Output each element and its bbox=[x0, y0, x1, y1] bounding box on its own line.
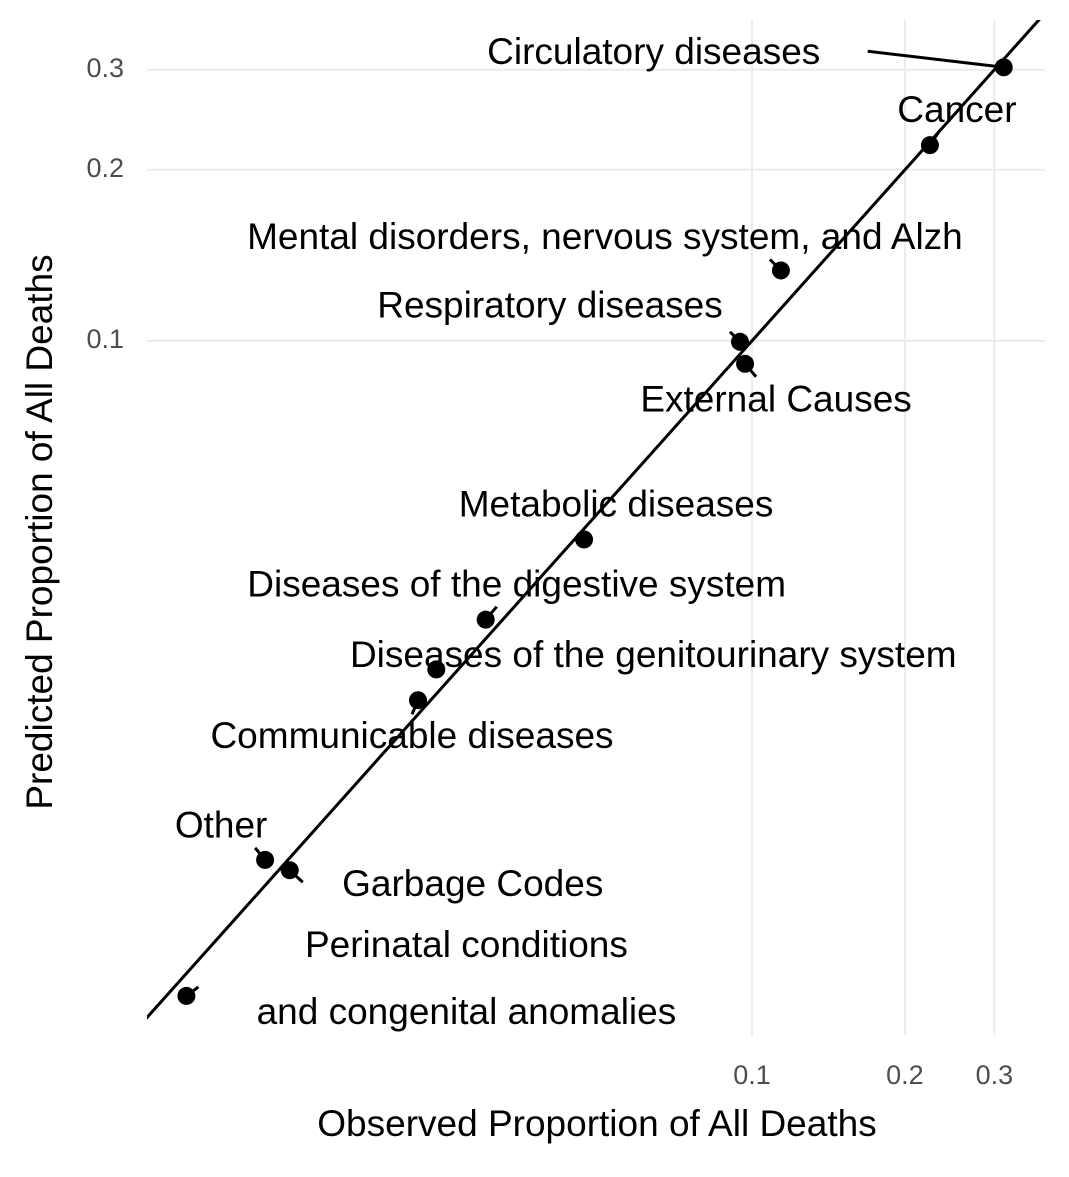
point-label: Diseases of the digestive system bbox=[247, 563, 786, 604]
point-label: Communicable diseases bbox=[210, 715, 613, 756]
point bbox=[771, 261, 790, 280]
x-tick-label: 0.2 bbox=[886, 1060, 924, 1090]
y-tick-label: 0.3 bbox=[86, 53, 124, 83]
point-label: Diseases of the genitourinary system bbox=[350, 634, 957, 675]
point bbox=[280, 861, 299, 880]
x-tick-label: 0.3 bbox=[976, 1060, 1014, 1090]
point-label: Other bbox=[175, 805, 268, 846]
y-tick-label: 0.1 bbox=[86, 324, 124, 354]
point bbox=[994, 58, 1013, 77]
point-label: Garbage Codes bbox=[342, 863, 603, 904]
point bbox=[427, 660, 446, 679]
point bbox=[409, 691, 428, 710]
point bbox=[575, 530, 594, 549]
x-tick-label: 0.1 bbox=[733, 1060, 771, 1090]
point-label: Metabolic diseases bbox=[459, 483, 774, 524]
point-label: External Causes bbox=[640, 379, 911, 420]
y-tick-label: 0.2 bbox=[86, 153, 124, 183]
point-label: Perinatal conditions and congenital anoma… bbox=[257, 924, 677, 1032]
point-label: Cancer bbox=[897, 89, 1016, 130]
point bbox=[920, 136, 939, 155]
point bbox=[736, 354, 755, 373]
point-label: Respiratory diseases bbox=[377, 285, 722, 326]
grid bbox=[147, 20, 1045, 1035]
leader-line bbox=[867, 49, 1004, 69]
labels: 0.1 0.2 0.3 0.1 0.2 0.3 Circulatory diseases Ca… bbox=[86, 31, 1016, 1090]
point bbox=[177, 986, 196, 1005]
y-axis-title: Predicted Proportion of All Deaths bbox=[19, 254, 60, 809]
point bbox=[476, 610, 495, 629]
point-label: Circulatory diseases bbox=[487, 31, 820, 72]
x-axis-title: Observed Proportion of All Deaths bbox=[317, 1103, 876, 1144]
point bbox=[256, 850, 275, 869]
point-label: Mental disorders, nervous system, and Al… bbox=[247, 216, 963, 257]
point bbox=[731, 332, 750, 351]
